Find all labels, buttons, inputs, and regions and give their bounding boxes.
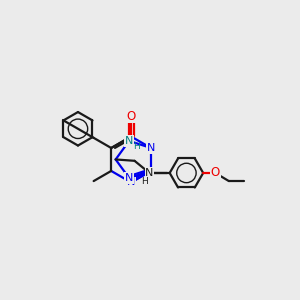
Text: N: N — [125, 173, 133, 183]
Text: O: O — [127, 110, 136, 123]
Text: N: N — [125, 136, 133, 146]
Text: N: N — [145, 168, 154, 178]
Text: N: N — [147, 143, 155, 153]
Text: N: N — [127, 177, 135, 188]
Text: O: O — [211, 167, 220, 179]
Text: H: H — [141, 177, 147, 186]
Text: H: H — [133, 142, 140, 151]
